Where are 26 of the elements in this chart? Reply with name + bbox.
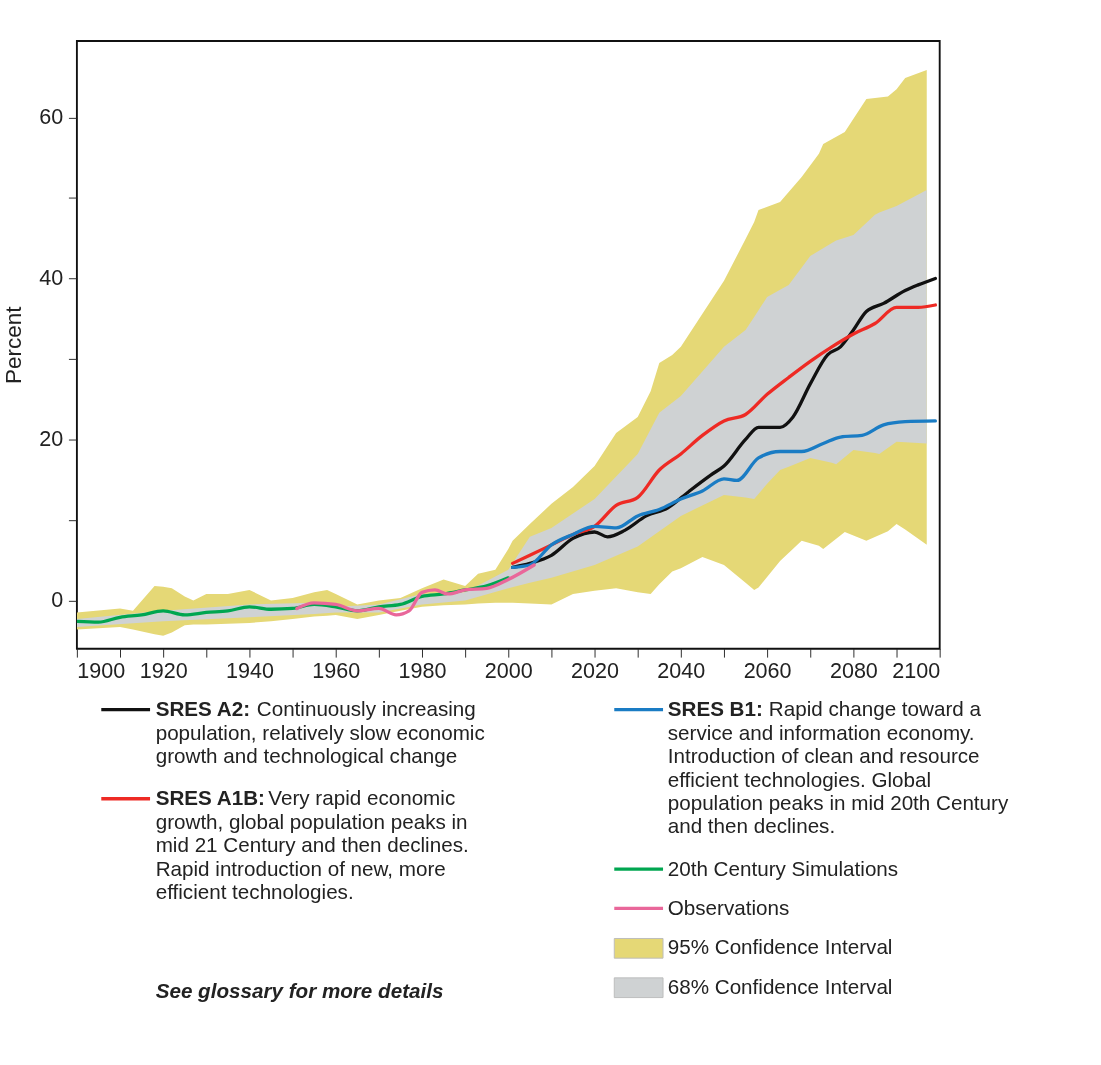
x-tick-label: 2020 bbox=[571, 658, 620, 684]
x-tick-label: 2060 bbox=[743, 658, 792, 684]
legend-label: 20th Century Simulations bbox=[667, 856, 899, 880]
x-tick-label: 2040 bbox=[657, 658, 706, 684]
y-tick-label: 20 bbox=[39, 426, 64, 452]
x-tick-label: 2100 bbox=[892, 658, 941, 684]
y-axis-title: Percent bbox=[1, 305, 27, 385]
y-tick-label: 40 bbox=[39, 265, 64, 291]
x-tick-label: 1960 bbox=[312, 658, 361, 684]
text: SRES A2: Continuously increasing population, relatively slow economic growth and technological change bbox=[155, 697, 485, 768]
legend-label: 95% Confidence Interval bbox=[667, 935, 893, 959]
legend-label: 68% Confidence Interval bbox=[667, 974, 893, 998]
x-tick-label: 1980 bbox=[398, 658, 447, 684]
text: SRES A1B: Very rapid economic growth, global population peaks in mid 21 Century and then declines. Rapid introduction of new, more efficient technologies. bbox=[155, 786, 469, 904]
x-tick-label: 1920 bbox=[139, 658, 188, 684]
line-series bbox=[510, 419, 938, 570]
x-tick-label: 1940 bbox=[225, 658, 274, 684]
text: SRES B1: Rapid change toward a service and information economy. Introduction of clean and resource efficient technologies. Global population peaks in mid 20th Century and then declines. bbox=[667, 697, 1009, 838]
line-series bbox=[295, 563, 536, 617]
y-tick-label: 0 bbox=[51, 587, 64, 613]
legend-label: Observations bbox=[667, 896, 790, 920]
x-tick-label: 2000 bbox=[484, 658, 533, 684]
text: See glossary for more details bbox=[155, 978, 444, 1002]
x-tick-label: 1900 bbox=[77, 658, 126, 684]
x-tick-label: 2080 bbox=[829, 658, 878, 684]
y-tick-label: 60 bbox=[39, 104, 64, 130]
